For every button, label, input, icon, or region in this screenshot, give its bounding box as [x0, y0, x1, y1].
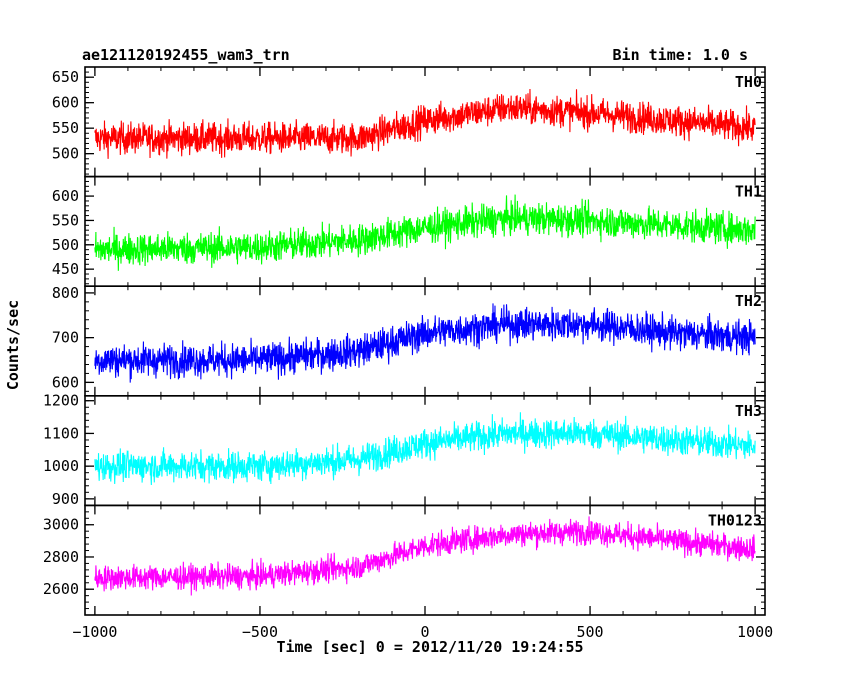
panel-frame: [84, 175, 766, 288]
panel-frame: [84, 504, 766, 616]
bin-time-label: Bin time: 1.0 s: [612, 46, 748, 64]
panels-group: 500 550 600 650 TH0 450 500 550 600 TH1 600 700 800 T…: [43, 66, 773, 641]
panel-th0: 500 550 600 650 TH0: [52, 66, 766, 178]
series-th3-line: [94, 412, 756, 486]
x-tick-label: 1000: [737, 623, 773, 641]
series-th3-label: TH3: [735, 402, 762, 420]
x-axis-label: Time [sec] 0 = 2012/11/20 19:24:55: [276, 638, 583, 656]
x-tick-label: −500: [242, 623, 278, 641]
y-tick-label: 900: [52, 490, 79, 508]
series-th0123-line: [94, 516, 756, 596]
y-tick-label: 650: [52, 68, 79, 86]
y-tick-label: 800: [52, 284, 79, 302]
panel-th0123: 2600 2800 3000 TH0123: [43, 504, 766, 616]
y-tick-label: 1000: [43, 457, 79, 475]
y-tick-label: 500: [52, 236, 79, 254]
y-tick-label: 550: [52, 211, 79, 229]
panel-th1: 450 500 550 600 TH1: [52, 175, 766, 288]
x-tick-label: −1000: [72, 623, 117, 641]
series-th1-label: TH1: [735, 183, 762, 201]
series-th2-line: [94, 303, 756, 383]
panel-frame: [84, 285, 766, 397]
series-th0-label: TH0: [735, 73, 762, 91]
panel-th2: 600 700 800 TH2: [52, 284, 766, 397]
x-tick-label: 500: [577, 623, 604, 641]
y-tick-label: 450: [52, 260, 79, 278]
series-th0123-label: TH0123: [708, 511, 762, 529]
y-tick-label: 600: [52, 94, 79, 112]
y-tick-label: 600: [52, 187, 79, 205]
y-tick-label: 600: [52, 373, 79, 391]
panel-th3: 900 1000 1100 1200 TH3: [43, 392, 766, 508]
y-tick-label: 700: [52, 329, 79, 347]
y-tick-label: 2600: [43, 580, 79, 598]
x-tick-label: 0: [420, 623, 429, 641]
series-th0-line: [94, 88, 756, 159]
y-tick-label: 3000: [43, 516, 79, 534]
plot-title: ae121120192455_wam3_trn: [82, 46, 290, 64]
y-tick-label: 1100: [43, 424, 79, 442]
series-th1-line: [94, 194, 756, 271]
y-axis-label: Counts/sec: [4, 300, 22, 390]
series-th2-label: TH2: [735, 292, 762, 310]
y-tick-label: 2800: [43, 548, 79, 566]
y-tick-label: 1200: [43, 392, 79, 410]
y-tick-label: 500: [52, 145, 79, 163]
y-tick-label: 550: [52, 119, 79, 137]
